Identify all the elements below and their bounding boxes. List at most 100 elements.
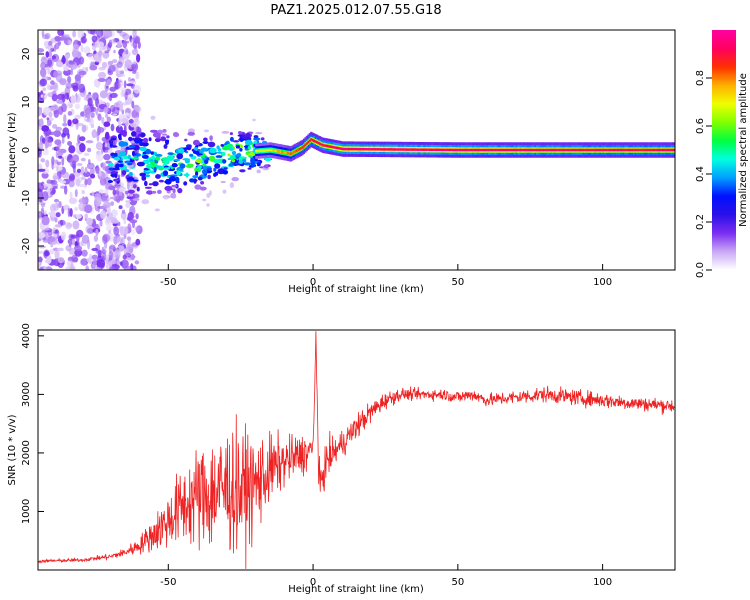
heatmap-cell (334, 146, 337, 149)
heatmap-cell (115, 163, 120, 170)
heatmap-cell (186, 163, 194, 167)
snr-y-label: SNR (10 * v/v) (7, 414, 18, 485)
heatmap-cell (252, 137, 261, 141)
heatmap-cell (55, 61, 64, 68)
heatmap-cell (118, 191, 123, 196)
heatmap-cell (123, 47, 129, 55)
heatmap-cell (109, 92, 118, 98)
heatmap-cell (117, 73, 126, 77)
heatmap-cell (256, 162, 261, 167)
heatmap-cell (634, 148, 637, 152)
heatmap-cell (550, 148, 553, 152)
heatmap-cell (79, 136, 86, 142)
snr-frame (37, 329, 676, 571)
heatmap-cell (488, 148, 491, 152)
heatmap-cell (547, 148, 550, 152)
heatmap-cell (140, 132, 146, 138)
heatmap-cell (81, 124, 87, 133)
heatmap-cell (50, 80, 55, 85)
heatmap-cell (444, 148, 447, 152)
heatmap-cell (294, 150, 297, 153)
heatmap-cell (130, 253, 135, 261)
heatmap-cell (38, 256, 43, 263)
heatmap-cell (235, 145, 240, 148)
heatmap-cell (405, 148, 408, 151)
heatmap-cell (103, 121, 111, 127)
heatmap-cell (326, 144, 329, 148)
heatmap-cell (148, 183, 153, 186)
heatmap-cell (239, 169, 246, 173)
heatmap-cell (141, 142, 149, 147)
snr-y-ticks: 1000 2000 3000 4000 (21, 323, 44, 524)
heatmap-cell (398, 148, 401, 151)
heatmap-cell (106, 254, 109, 261)
heatmap-cell (72, 30, 76, 38)
heatmap-cell (46, 83, 51, 91)
heatmap-cell (131, 100, 135, 109)
heatmap-cell (427, 148, 430, 151)
heatmap-cell (127, 154, 131, 160)
heatmap-cell (203, 137, 208, 142)
heatmap-cell (131, 64, 137, 69)
colorbar-tick-label: 0.8 (695, 70, 706, 86)
heatmap-cell (118, 163, 124, 168)
heatmap-cell (621, 148, 624, 152)
heatmap-cell (42, 87, 47, 92)
heatmap-cell (194, 184, 202, 190)
heatmap-cell (72, 44, 80, 49)
heatmap-cell (443, 148, 446, 152)
heatmap-cell (446, 148, 449, 152)
heatmap-cell (133, 84, 142, 94)
heatmap-cell (60, 231, 67, 241)
heatmap-cell (662, 148, 665, 152)
heatmap-cell (131, 265, 137, 270)
heatmap-cell (605, 148, 608, 152)
heatmap-cell (110, 38, 116, 44)
heatmap-cell (475, 148, 478, 152)
heatmap-cell (279, 150, 282, 154)
heatmap-cell (346, 147, 349, 151)
heatmap-cell (108, 185, 116, 191)
heatmap-cell (126, 194, 134, 197)
heatmap-cell (53, 71, 58, 78)
heatmap-cell (276, 150, 279, 153)
heatmap-cell (121, 226, 129, 235)
heatmap-cell (183, 181, 188, 186)
heatmap-cell (112, 59, 118, 64)
heatmap-cell (107, 180, 113, 183)
heatmap-cell (247, 167, 252, 170)
heatmap-cell (86, 162, 95, 170)
heatmap-cell (122, 254, 128, 260)
heatmap-cell (424, 148, 427, 151)
heatmap-cell (67, 207, 71, 218)
heatmap-cell (65, 40, 69, 45)
heatmap-cell (523, 148, 526, 152)
heatmap-cell (53, 44, 57, 53)
heatmap-cell (644, 148, 647, 152)
heatmap-cell (236, 153, 242, 157)
x-tick-label: 0 (310, 277, 316, 288)
heatmap-cell (220, 144, 225, 147)
heatmap-cell (97, 41, 105, 49)
heatmap-cell (428, 148, 431, 151)
heatmap-cell (50, 203, 56, 213)
heatmap-cell (42, 226, 50, 231)
heatmap-cell (38, 106, 43, 116)
heatmap-cell (57, 257, 65, 264)
heatmap-cell (53, 130, 62, 137)
heatmap-cell (414, 148, 417, 151)
y-tick-label: 0 (21, 147, 32, 153)
heatmap-cell (199, 186, 207, 191)
heatmap-cell (91, 247, 99, 252)
heatmap-cell (172, 188, 176, 194)
heatmap-cell (253, 135, 259, 139)
heatmap-cell (40, 56, 48, 65)
heatmap-cell (84, 107, 92, 115)
heatmap-cell (222, 189, 227, 194)
heatmap-cell (324, 144, 327, 147)
heatmap-cell (136, 186, 140, 192)
heatmap-cell (53, 233, 58, 239)
heatmap-cell (260, 149, 263, 152)
y-tick-label: -20 (21, 238, 32, 254)
x-tick-label: 50 (451, 277, 464, 288)
